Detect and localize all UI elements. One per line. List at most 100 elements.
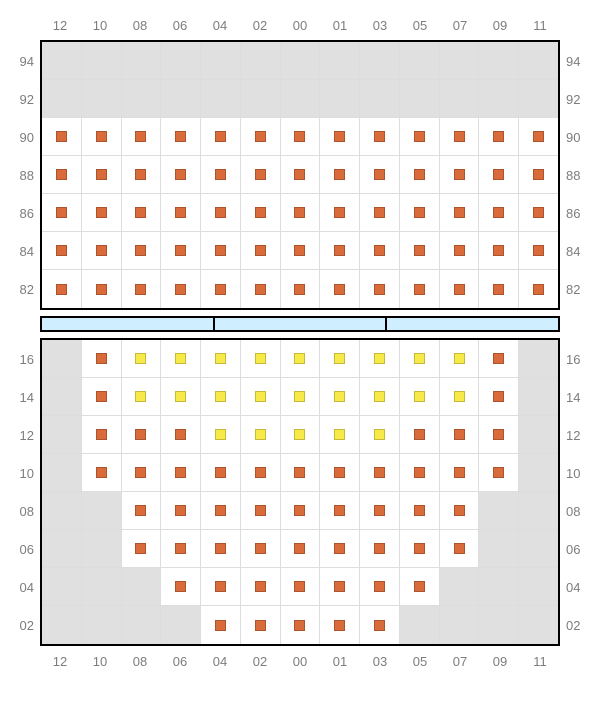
seat-cell[interactable] — [281, 156, 321, 194]
seat-cell[interactable] — [201, 454, 241, 492]
seat-cell[interactable] — [440, 530, 480, 568]
seat-cell[interactable] — [320, 416, 360, 454]
seat-cell[interactable] — [479, 118, 519, 156]
seat-marker[interactable] — [135, 207, 146, 218]
seat-marker[interactable] — [135, 353, 146, 364]
seat-cell[interactable] — [519, 232, 558, 270]
seat-marker[interactable] — [294, 505, 305, 516]
seat-marker[interactable] — [175, 505, 186, 516]
seat-cell[interactable] — [320, 606, 360, 644]
seat-cell[interactable] — [281, 194, 321, 232]
seat-cell[interactable] — [440, 270, 480, 308]
seat-marker[interactable] — [96, 391, 107, 402]
seat-marker[interactable] — [175, 353, 186, 364]
seat-marker[interactable] — [334, 131, 345, 142]
seat-cell[interactable] — [82, 454, 122, 492]
seat-cell[interactable] — [320, 270, 360, 308]
seat-cell[interactable] — [42, 232, 82, 270]
seat-cell[interactable] — [400, 454, 440, 492]
seat-cell[interactable] — [241, 416, 281, 454]
seat-marker[interactable] — [454, 543, 465, 554]
seat-marker[interactable] — [175, 169, 186, 180]
seat-cell[interactable] — [281, 270, 321, 308]
seat-marker[interactable] — [96, 131, 107, 142]
seat-cell[interactable] — [320, 194, 360, 232]
seat-cell[interactable] — [122, 340, 162, 378]
seat-marker[interactable] — [334, 505, 345, 516]
seat-cell[interactable] — [479, 194, 519, 232]
seat-marker[interactable] — [294, 620, 305, 631]
seat-cell[interactable] — [360, 156, 400, 194]
seat-marker[interactable] — [334, 391, 345, 402]
seat-marker[interactable] — [414, 505, 425, 516]
seat-marker[interactable] — [255, 505, 266, 516]
seat-marker[interactable] — [493, 391, 504, 402]
seat-marker[interactable] — [135, 429, 146, 440]
seat-cell[interactable] — [400, 270, 440, 308]
seat-marker[interactable] — [255, 581, 266, 592]
seat-marker[interactable] — [56, 169, 67, 180]
seat-marker[interactable] — [175, 581, 186, 592]
seat-marker[interactable] — [493, 169, 504, 180]
seat-cell[interactable] — [281, 606, 321, 644]
seat-marker[interactable] — [215, 245, 226, 256]
seat-cell[interactable] — [241, 340, 281, 378]
seat-cell[interactable] — [281, 340, 321, 378]
seat-marker[interactable] — [294, 169, 305, 180]
seat-marker[interactable] — [493, 353, 504, 364]
seat-cell[interactable] — [440, 232, 480, 270]
seat-cell[interactable] — [281, 378, 321, 416]
seat-marker[interactable] — [215, 391, 226, 402]
seat-marker[interactable] — [215, 353, 226, 364]
seat-marker[interactable] — [454, 169, 465, 180]
seat-cell[interactable] — [440, 118, 480, 156]
seat-marker[interactable] — [533, 131, 544, 142]
seat-marker[interactable] — [294, 581, 305, 592]
seat-marker[interactable] — [96, 284, 107, 295]
seat-cell[interactable] — [201, 270, 241, 308]
seat-cell[interactable] — [201, 378, 241, 416]
seat-cell[interactable] — [42, 118, 82, 156]
seat-marker[interactable] — [414, 467, 425, 478]
seat-marker[interactable] — [334, 581, 345, 592]
seat-marker[interactable] — [255, 391, 266, 402]
seat-marker[interactable] — [454, 131, 465, 142]
seat-marker[interactable] — [374, 207, 385, 218]
seat-marker[interactable] — [334, 207, 345, 218]
seat-cell[interactable] — [82, 270, 122, 308]
seat-cell[interactable] — [281, 454, 321, 492]
seat-marker[interactable] — [374, 467, 385, 478]
seat-cell[interactable] — [82, 118, 122, 156]
seat-cell[interactable] — [400, 492, 440, 530]
seat-cell[interactable] — [122, 232, 162, 270]
seat-cell[interactable] — [360, 232, 400, 270]
seat-cell[interactable] — [241, 156, 281, 194]
seat-cell[interactable] — [42, 156, 82, 194]
seat-cell[interactable] — [479, 232, 519, 270]
seat-cell[interactable] — [320, 118, 360, 156]
seat-cell[interactable] — [82, 340, 122, 378]
seat-marker[interactable] — [175, 429, 186, 440]
seat-marker[interactable] — [334, 284, 345, 295]
seat-marker[interactable] — [334, 353, 345, 364]
seat-marker[interactable] — [215, 581, 226, 592]
seat-marker[interactable] — [255, 169, 266, 180]
seat-marker[interactable] — [215, 467, 226, 478]
seat-cell[interactable] — [161, 270, 201, 308]
seat-marker[interactable] — [334, 245, 345, 256]
seat-cell[interactable] — [122, 118, 162, 156]
seat-cell[interactable] — [440, 416, 480, 454]
seat-marker[interactable] — [454, 245, 465, 256]
seat-cell[interactable] — [122, 270, 162, 308]
seat-marker[interactable] — [414, 284, 425, 295]
seat-cell[interactable] — [241, 378, 281, 416]
seat-cell[interactable] — [400, 156, 440, 194]
seat-marker[interactable] — [374, 620, 385, 631]
seat-marker[interactable] — [454, 353, 465, 364]
seat-marker[interactable] — [175, 467, 186, 478]
seat-cell[interactable] — [360, 118, 400, 156]
seat-cell[interactable] — [122, 378, 162, 416]
seat-cell[interactable] — [201, 416, 241, 454]
seat-marker[interactable] — [374, 581, 385, 592]
seat-cell[interactable] — [479, 454, 519, 492]
